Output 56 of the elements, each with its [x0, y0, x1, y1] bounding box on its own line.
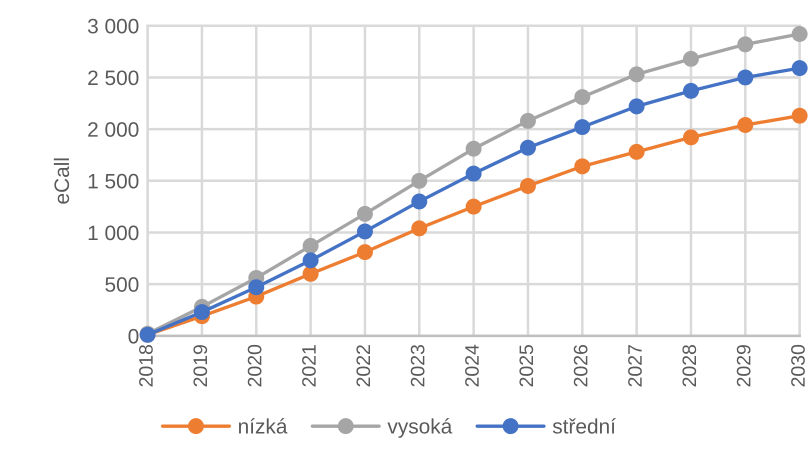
point	[466, 166, 482, 182]
point	[737, 36, 754, 52]
point	[466, 140, 482, 157]
point	[302, 252, 319, 268]
x-tick-label: 2018	[139, 345, 153, 386]
point	[411, 193, 428, 210]
x-tick-label: 2025	[519, 344, 534, 386]
point	[628, 144, 645, 160]
y-axis-title: eCall	[54, 158, 70, 204]
point	[792, 60, 808, 76]
point	[520, 112, 536, 129]
point	[466, 198, 482, 215]
point	[411, 220, 428, 236]
point	[520, 178, 536, 194]
x-tick-label: 2027	[628, 345, 642, 386]
legend-label: vysoká	[387, 418, 452, 438]
x-tick-label: 2026	[574, 345, 588, 386]
x-tick-label: 2028	[682, 345, 696, 386]
y-tick-label: 3 000	[88, 18, 138, 34]
y-tick-label: 1 000	[88, 225, 138, 240]
point	[792, 26, 808, 42]
point	[194, 304, 210, 320]
y-tick-label: 0	[128, 328, 138, 344]
point	[574, 158, 590, 174]
point	[574, 89, 590, 106]
point	[356, 223, 373, 240]
legend-label: nízká	[239, 418, 288, 434]
point	[411, 172, 428, 189]
point	[737, 69, 754, 86]
x-tick-label: 2019	[193, 345, 208, 386]
point	[628, 66, 645, 82]
y-tick-label: 2 000	[88, 122, 138, 137]
x-tick-label: 2023	[410, 345, 425, 386]
x-tick-label: 2030	[791, 344, 805, 386]
x-tick-label: 2024	[465, 344, 479, 386]
point	[248, 279, 264, 296]
point	[356, 244, 373, 260]
point	[574, 119, 590, 136]
point	[682, 50, 699, 67]
point	[682, 129, 699, 146]
x-tick-label: 2022	[356, 345, 370, 386]
y-tick-label: 2 500	[88, 70, 138, 86]
point	[356, 206, 373, 222]
point	[628, 98, 645, 114]
point	[520, 140, 536, 156]
x-tick-label: 2020	[248, 344, 262, 386]
x-tick-label: 2029	[736, 345, 751, 386]
point	[737, 117, 754, 133]
y-tick-label: 500	[105, 277, 138, 292]
x-tick-label: 2021	[302, 345, 316, 386]
y-tick-label: 1 500	[88, 174, 138, 189]
point	[792, 108, 808, 124]
point	[302, 266, 319, 282]
point	[302, 238, 319, 254]
legend-label: střední	[552, 418, 616, 434]
point	[682, 82, 699, 99]
